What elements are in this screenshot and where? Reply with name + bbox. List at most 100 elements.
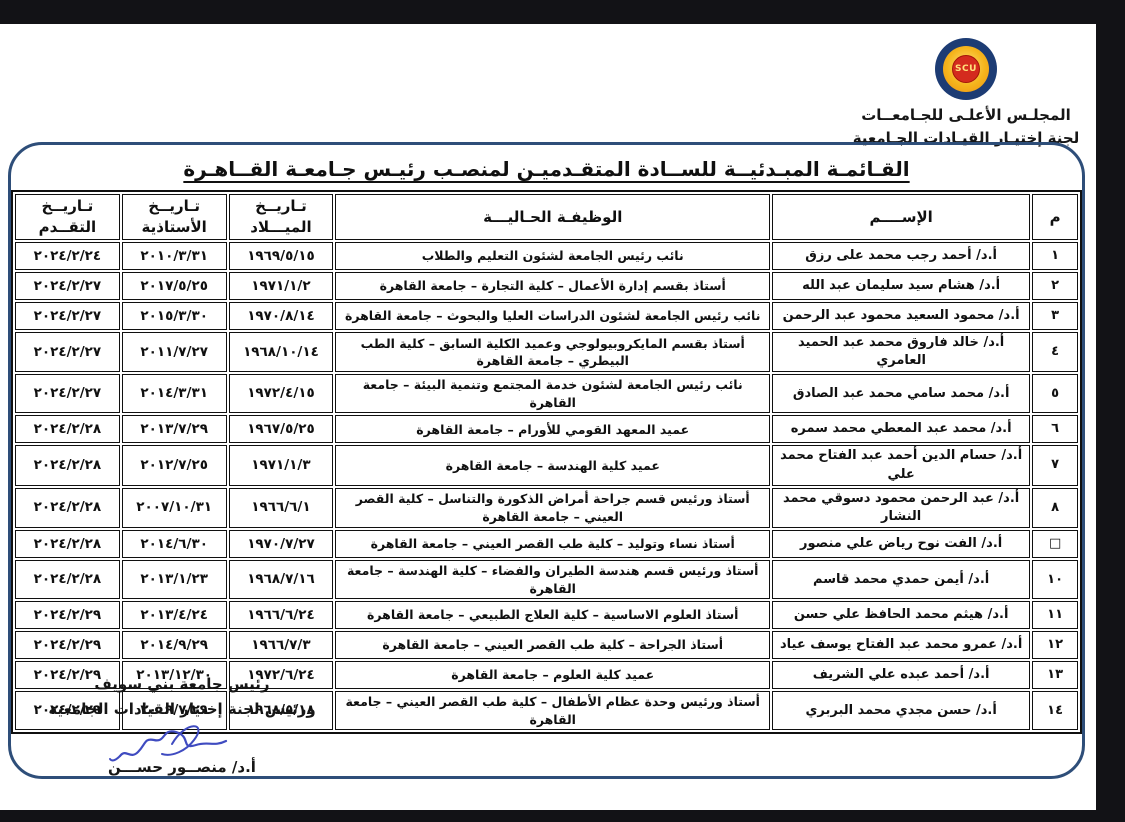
birth-date: ١٩٦٨/١٠/١٤ bbox=[228, 332, 334, 373]
row-number: ٤ bbox=[1032, 332, 1078, 373]
professorship-date: ٢٠١٧/٥/٢٥ bbox=[121, 272, 227, 300]
candidate-name: أ.د/ أحمد عبده علي الشريف bbox=[772, 661, 1031, 690]
birth-date: ١٩٧٠/٧/٢٧ bbox=[228, 530, 334, 559]
candidate-name: أ.د/ عمرو محمد عبد الفتاح يوسف عياد bbox=[772, 631, 1031, 660]
table-row: ٢ أ.د/ هشام سيد سليمان عبد الله أستاذ بق… bbox=[15, 272, 1078, 300]
professorship-date: ٢٠١٤/٦/٣٠ bbox=[121, 530, 227, 559]
row-number: ١٢ bbox=[1032, 631, 1078, 660]
application-date: ٢٠٢٤/٢/٢٨ bbox=[15, 445, 120, 486]
handwritten-signature bbox=[109, 725, 228, 762]
table-row: ٧ أ.د/ حسام الدين أحمد عبد الفتاح محمد ع… bbox=[15, 445, 1078, 486]
application-date: ٢٠٢٤/٢/٢٧ bbox=[15, 332, 120, 373]
seal-sunburst: SCU bbox=[943, 46, 989, 92]
row-number: □ bbox=[1032, 530, 1078, 559]
application-date: ٢٠٢٤/٢/٢٨ bbox=[15, 530, 120, 559]
professorship-date: ٢٠١١/٧/٢٧ bbox=[121, 332, 227, 373]
candidate-name: أ.د/ هشام سيد سليمان عبد الله bbox=[772, 272, 1031, 300]
candidate-position: أستاذ العلوم الاساسية – كلية العلاج الطب… bbox=[335, 601, 771, 630]
row-number: ٦ bbox=[1032, 415, 1078, 444]
birth-date: ١٩٧٢/٦/٢٤ bbox=[228, 661, 334, 690]
row-number: ٧ bbox=[1032, 445, 1078, 486]
table-row: □ أ.د/ الفت نوح رياض علي منصور أستاذ نسا… bbox=[15, 530, 1078, 559]
candidate-position: نائب رئيس الجامعة لشئون التعليم والطلاب bbox=[335, 242, 771, 270]
row-number: ١١ bbox=[1032, 601, 1078, 630]
seal-scu-text: SCU bbox=[955, 64, 977, 74]
application-date: ٢٠٢٤/٢/٢٨ bbox=[15, 560, 120, 600]
col-header-professorship-date: تـاريــخ الأستاذية bbox=[121, 194, 227, 240]
seal-center: SCU bbox=[952, 55, 980, 83]
candidate-position: نائب رئيس الجامعة لشئون خدمة المجتمع وتن… bbox=[335, 374, 771, 414]
signer-title-1: رئيس جامعة بني سويف bbox=[94, 675, 270, 693]
candidate-name: أ.د/ محمد عبد المعطي محمد سمره bbox=[772, 415, 1031, 444]
application-date: ٢٠٢٤/٢/٢٧ bbox=[15, 272, 120, 300]
scu-seal-icon: SCU bbox=[935, 38, 997, 100]
birth-date: ١٩٧٠/٨/١٤ bbox=[228, 302, 334, 330]
table-row: ٥ أ.د/ محمد سامي محمد عبد الصادق نائب رئ… bbox=[15, 374, 1078, 414]
candidate-position: أستاذ بقسم المايكروبيولوجي وعميد الكلية … bbox=[335, 332, 771, 373]
table-row: ١٣ أ.د/ أحمد عبده علي الشريف عميد كلية ا… bbox=[15, 661, 1078, 690]
col-header-number: م bbox=[1032, 194, 1078, 240]
application-date: ٢٠٢٤/٢/٢٧ bbox=[15, 374, 120, 414]
birth-date: ١٩٦٨/٧/١٦ bbox=[228, 560, 334, 600]
professorship-date: ٢٠١٠/٣/٣١ bbox=[121, 242, 227, 270]
candidate-name: أ.د/ حسن مجدي محمد البربري bbox=[772, 691, 1031, 731]
candidate-position: أستاذ ورئيس قسم جراحة أمراض الذكورة والت… bbox=[335, 487, 771, 529]
row-number: ٥ bbox=[1032, 374, 1078, 414]
candidate-position: عميد كلية العلوم – جامعة القاهرة bbox=[335, 661, 771, 690]
signer-title-2: ورئيس لجنة إختيار القيادات الجامعية bbox=[48, 700, 316, 718]
document-title: القـائمـة المبـدئيــة للســادة المتقـدمي… bbox=[183, 157, 910, 181]
professorship-date: ٢٠٠٧/١٠/٣١ bbox=[121, 487, 227, 529]
birth-date: ١٩٦٦/٦/٢٤ bbox=[228, 601, 334, 630]
candidate-name: أ.د/ أحمد رجب محمد على رزق bbox=[772, 242, 1031, 270]
professorship-date: ٢٠١٣/١/٢٣ bbox=[121, 560, 227, 600]
professorship-date: ٢٠١٤/٣/٣١ bbox=[121, 374, 227, 414]
candidate-name: أ.د/ محمد سامي محمد عبد الصادق bbox=[772, 374, 1031, 414]
candidate-name: أ.د/ هيثم محمد الحافظ علي حسن bbox=[772, 601, 1031, 630]
application-date: ٢٠٢٤/٢/٢٩ bbox=[15, 601, 120, 630]
table-row: ١ أ.د/ أحمد رجب محمد على رزق نائب رئيس ا… bbox=[15, 242, 1078, 270]
birth-date: ١٩٧٢/٤/١٥ bbox=[228, 374, 334, 414]
candidate-position: أستاذ بقسم إدارة الأعمال – كلية التجارة … bbox=[335, 272, 771, 300]
professorship-date: ٢٠٠٩/٧/٢٩ bbox=[121, 691, 227, 731]
table-row: ١٢ أ.د/ عمرو محمد عبد الفتاح يوسف عياد أ… bbox=[15, 631, 1078, 660]
col-header-application-date: تـاريــخ التقــدم bbox=[15, 194, 120, 240]
candidate-position: أستاذ نساء وتوليد – كلية طب القصر العيني… bbox=[335, 530, 771, 559]
row-number: ١ bbox=[1032, 242, 1078, 270]
candidate-position: عميد كلية الهندسة – جامعة القاهرة bbox=[335, 445, 771, 486]
candidate-name: أ.د/ الفت نوح رياض علي منصور bbox=[772, 530, 1031, 559]
row-number: ١٣ bbox=[1032, 661, 1078, 690]
col-header-birth-date: تـاريــخ الميـــلاد bbox=[228, 194, 334, 240]
candidate-position: أستاذ ورئيس وحدة عظام الأطفال – كلية طب … bbox=[335, 691, 771, 731]
professorship-date: ٢٠١٣/٧/٢٩ bbox=[121, 415, 227, 444]
row-number: ٢ bbox=[1032, 272, 1078, 300]
col-header-position: الوظيفـة الحـاليـــة bbox=[335, 194, 771, 240]
candidate-name: أ.د/ أيمن حمدي محمد قاسم bbox=[772, 560, 1031, 600]
birth-date: ١٩٦٨/٥/١٨ bbox=[228, 691, 334, 731]
table-row: ١١ أ.د/ هيثم محمد الحافظ علي حسن أستاذ ا… bbox=[15, 601, 1078, 630]
application-date: ٢٠٢٤/٢/٢٨ bbox=[15, 487, 120, 529]
candidates-table: م الإســــم الوظيفـة الحـاليـــة تـاريــ… bbox=[11, 190, 1082, 735]
row-number: ١٠ bbox=[1032, 560, 1078, 600]
professorship-date: ٢٠١٢/٧/٢٥ bbox=[121, 445, 227, 486]
candidate-name: أ.د/ حسام الدين أحمد عبد الفتاح محمد علي bbox=[772, 445, 1031, 486]
birth-date: ١٩٦٦/٦/١ bbox=[228, 487, 334, 529]
signer-name: أ.د/ منصــور حســـن bbox=[108, 758, 256, 776]
application-date: ٢٠٢٤/٢/٢٩ bbox=[15, 661, 120, 690]
candidate-position: عميد المعهد القومي للأورام – جامعة القاه… bbox=[335, 415, 771, 444]
table-row: ١٠ أ.د/ أيمن حمدي محمد قاسم أستاذ ورئيس … bbox=[15, 560, 1078, 600]
candidate-name: أ.د/ خالد فاروق محمد عبد الحميد العامري bbox=[772, 332, 1031, 373]
candidate-position: أستاذ ورئيس قسم هندسة الطيران والفضاء – … bbox=[335, 560, 771, 600]
row-number: ٨ bbox=[1032, 487, 1078, 529]
professorship-date: ٢٠١٤/٩/٢٩ bbox=[121, 631, 227, 660]
table-header-row: م الإســــم الوظيفـة الحـاليـــة تـاريــ… bbox=[15, 194, 1078, 240]
application-date: ٢٠٢٤/٢/٢٤ bbox=[15, 242, 120, 270]
table-row: ٣ أ.د/ محمود السعيد محمود عبد الرحمن نائ… bbox=[15, 302, 1078, 330]
letterhead: SCU المجلـس الأعلـى للجـامعــات لجنة إخت… bbox=[838, 38, 1094, 149]
candidate-position: أستاذ الجراحة – كلية طب القصر العيني – ج… bbox=[335, 631, 771, 660]
professorship-date: ٢٠١٥/٣/٣٠ bbox=[121, 302, 227, 330]
application-date: ٢٠٢٤/٢/٢٩ bbox=[15, 631, 120, 660]
professorship-date: ٢٠١٣/١٢/٣٠ bbox=[121, 661, 227, 690]
row-number: ٣ bbox=[1032, 302, 1078, 330]
application-date: ٢٠٢٤/٢/٢٨ bbox=[15, 415, 120, 444]
org-name: المجلـس الأعلـى للجـامعــات bbox=[861, 106, 1071, 124]
